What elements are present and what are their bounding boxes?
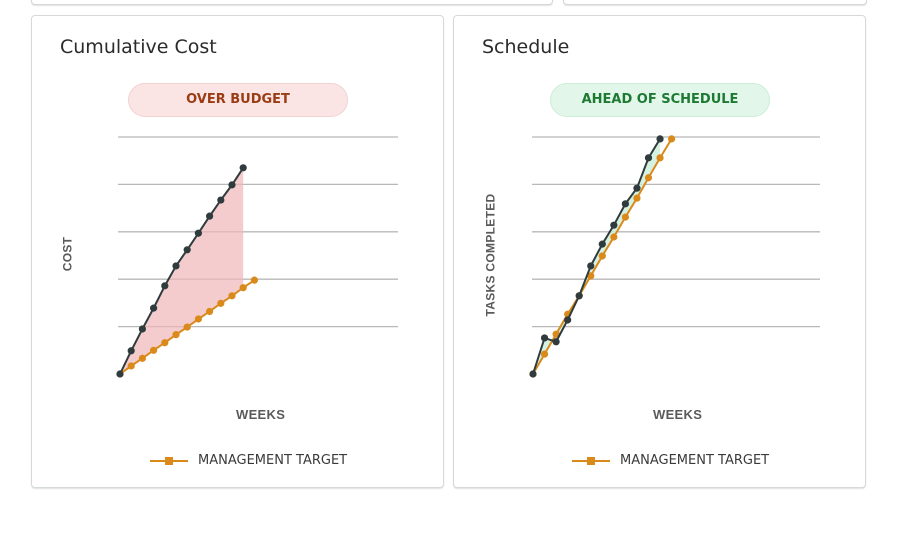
actual-point[interactable] — [564, 316, 572, 324]
target-point[interactable] — [183, 323, 191, 331]
top-card-left — [31, 0, 553, 5]
actual-point[interactable] — [116, 370, 124, 378]
actual-point[interactable] — [239, 164, 247, 172]
target-point[interactable] — [668, 135, 676, 143]
actual-point[interactable] — [172, 262, 180, 270]
target-point[interactable] — [587, 272, 595, 280]
legend-label: MANAGEMENT TARGET — [620, 453, 770, 468]
target-point[interactable] — [621, 213, 630, 221]
actual-point[interactable] — [575, 292, 583, 300]
legend-line-marker-icon — [572, 456, 610, 466]
x-axis-label: WEEKS — [236, 407, 286, 422]
actual-point[interactable] — [138, 325, 146, 333]
actual-point[interactable] — [540, 334, 549, 342]
actual-point[interactable] — [161, 282, 169, 290]
target-point[interactable] — [228, 292, 236, 300]
actual-point[interactable] — [552, 338, 560, 346]
card-title: Schedule — [482, 36, 570, 58]
target-point[interactable] — [644, 174, 653, 182]
actual-point[interactable] — [633, 184, 641, 192]
actual-point[interactable] — [150, 304, 158, 312]
target-point[interactable] — [206, 307, 214, 316]
actual-point[interactable] — [206, 212, 214, 220]
target-point[interactable] — [172, 331, 180, 339]
card-title: Cumulative Cost — [60, 36, 217, 58]
target-point[interactable] — [656, 154, 664, 162]
target-point[interactable] — [610, 233, 618, 241]
chart-legend[interactable]: MANAGEMENT TARGET — [572, 453, 769, 468]
target-point[interactable] — [138, 354, 146, 362]
actual-point[interactable] — [183, 246, 191, 254]
actual-point[interactable] — [127, 347, 135, 355]
target-point[interactable] — [161, 339, 169, 347]
actual-point[interactable] — [194, 229, 202, 237]
actual-point[interactable] — [529, 370, 537, 378]
schedule-card: Schedule AHEAD OF SCHEDULE TASKS COMPLET… — [453, 15, 866, 488]
target-point[interactable] — [217, 299, 225, 307]
actual-line — [532, 138, 661, 375]
target-point[interactable] — [194, 315, 202, 323]
actual-point[interactable] — [644, 154, 653, 162]
target-point[interactable] — [540, 350, 549, 358]
legend-label: MANAGEMENT TARGET — [198, 453, 348, 468]
legend-line-marker-icon — [150, 456, 188, 466]
target-point[interactable] — [127, 362, 135, 370]
target-point[interactable] — [250, 276, 258, 284]
status-badge: OVER BUDGET — [128, 83, 348, 117]
variance-area — [120, 167, 244, 374]
target-point[interactable] — [239, 284, 247, 292]
target-point[interactable] — [150, 346, 158, 354]
status-badge: AHEAD OF SCHEDULE — [550, 83, 770, 117]
x-axis-label: WEEKS — [653, 407, 703, 422]
actual-point[interactable] — [587, 262, 595, 270]
actual-point[interactable] — [598, 240, 606, 248]
target-point[interactable] — [598, 252, 606, 260]
actual-point[interactable] — [217, 196, 225, 204]
top-card-right — [563, 0, 867, 5]
target-point[interactable] — [633, 194, 641, 202]
actual-point[interactable] — [621, 200, 630, 208]
actual-point[interactable] — [610, 221, 618, 229]
chart-legend[interactable]: MANAGEMENT TARGET — [150, 453, 347, 468]
target-point[interactable] — [552, 330, 560, 338]
actual-point[interactable] — [228, 181, 236, 189]
actual-point[interactable] — [656, 135, 664, 143]
